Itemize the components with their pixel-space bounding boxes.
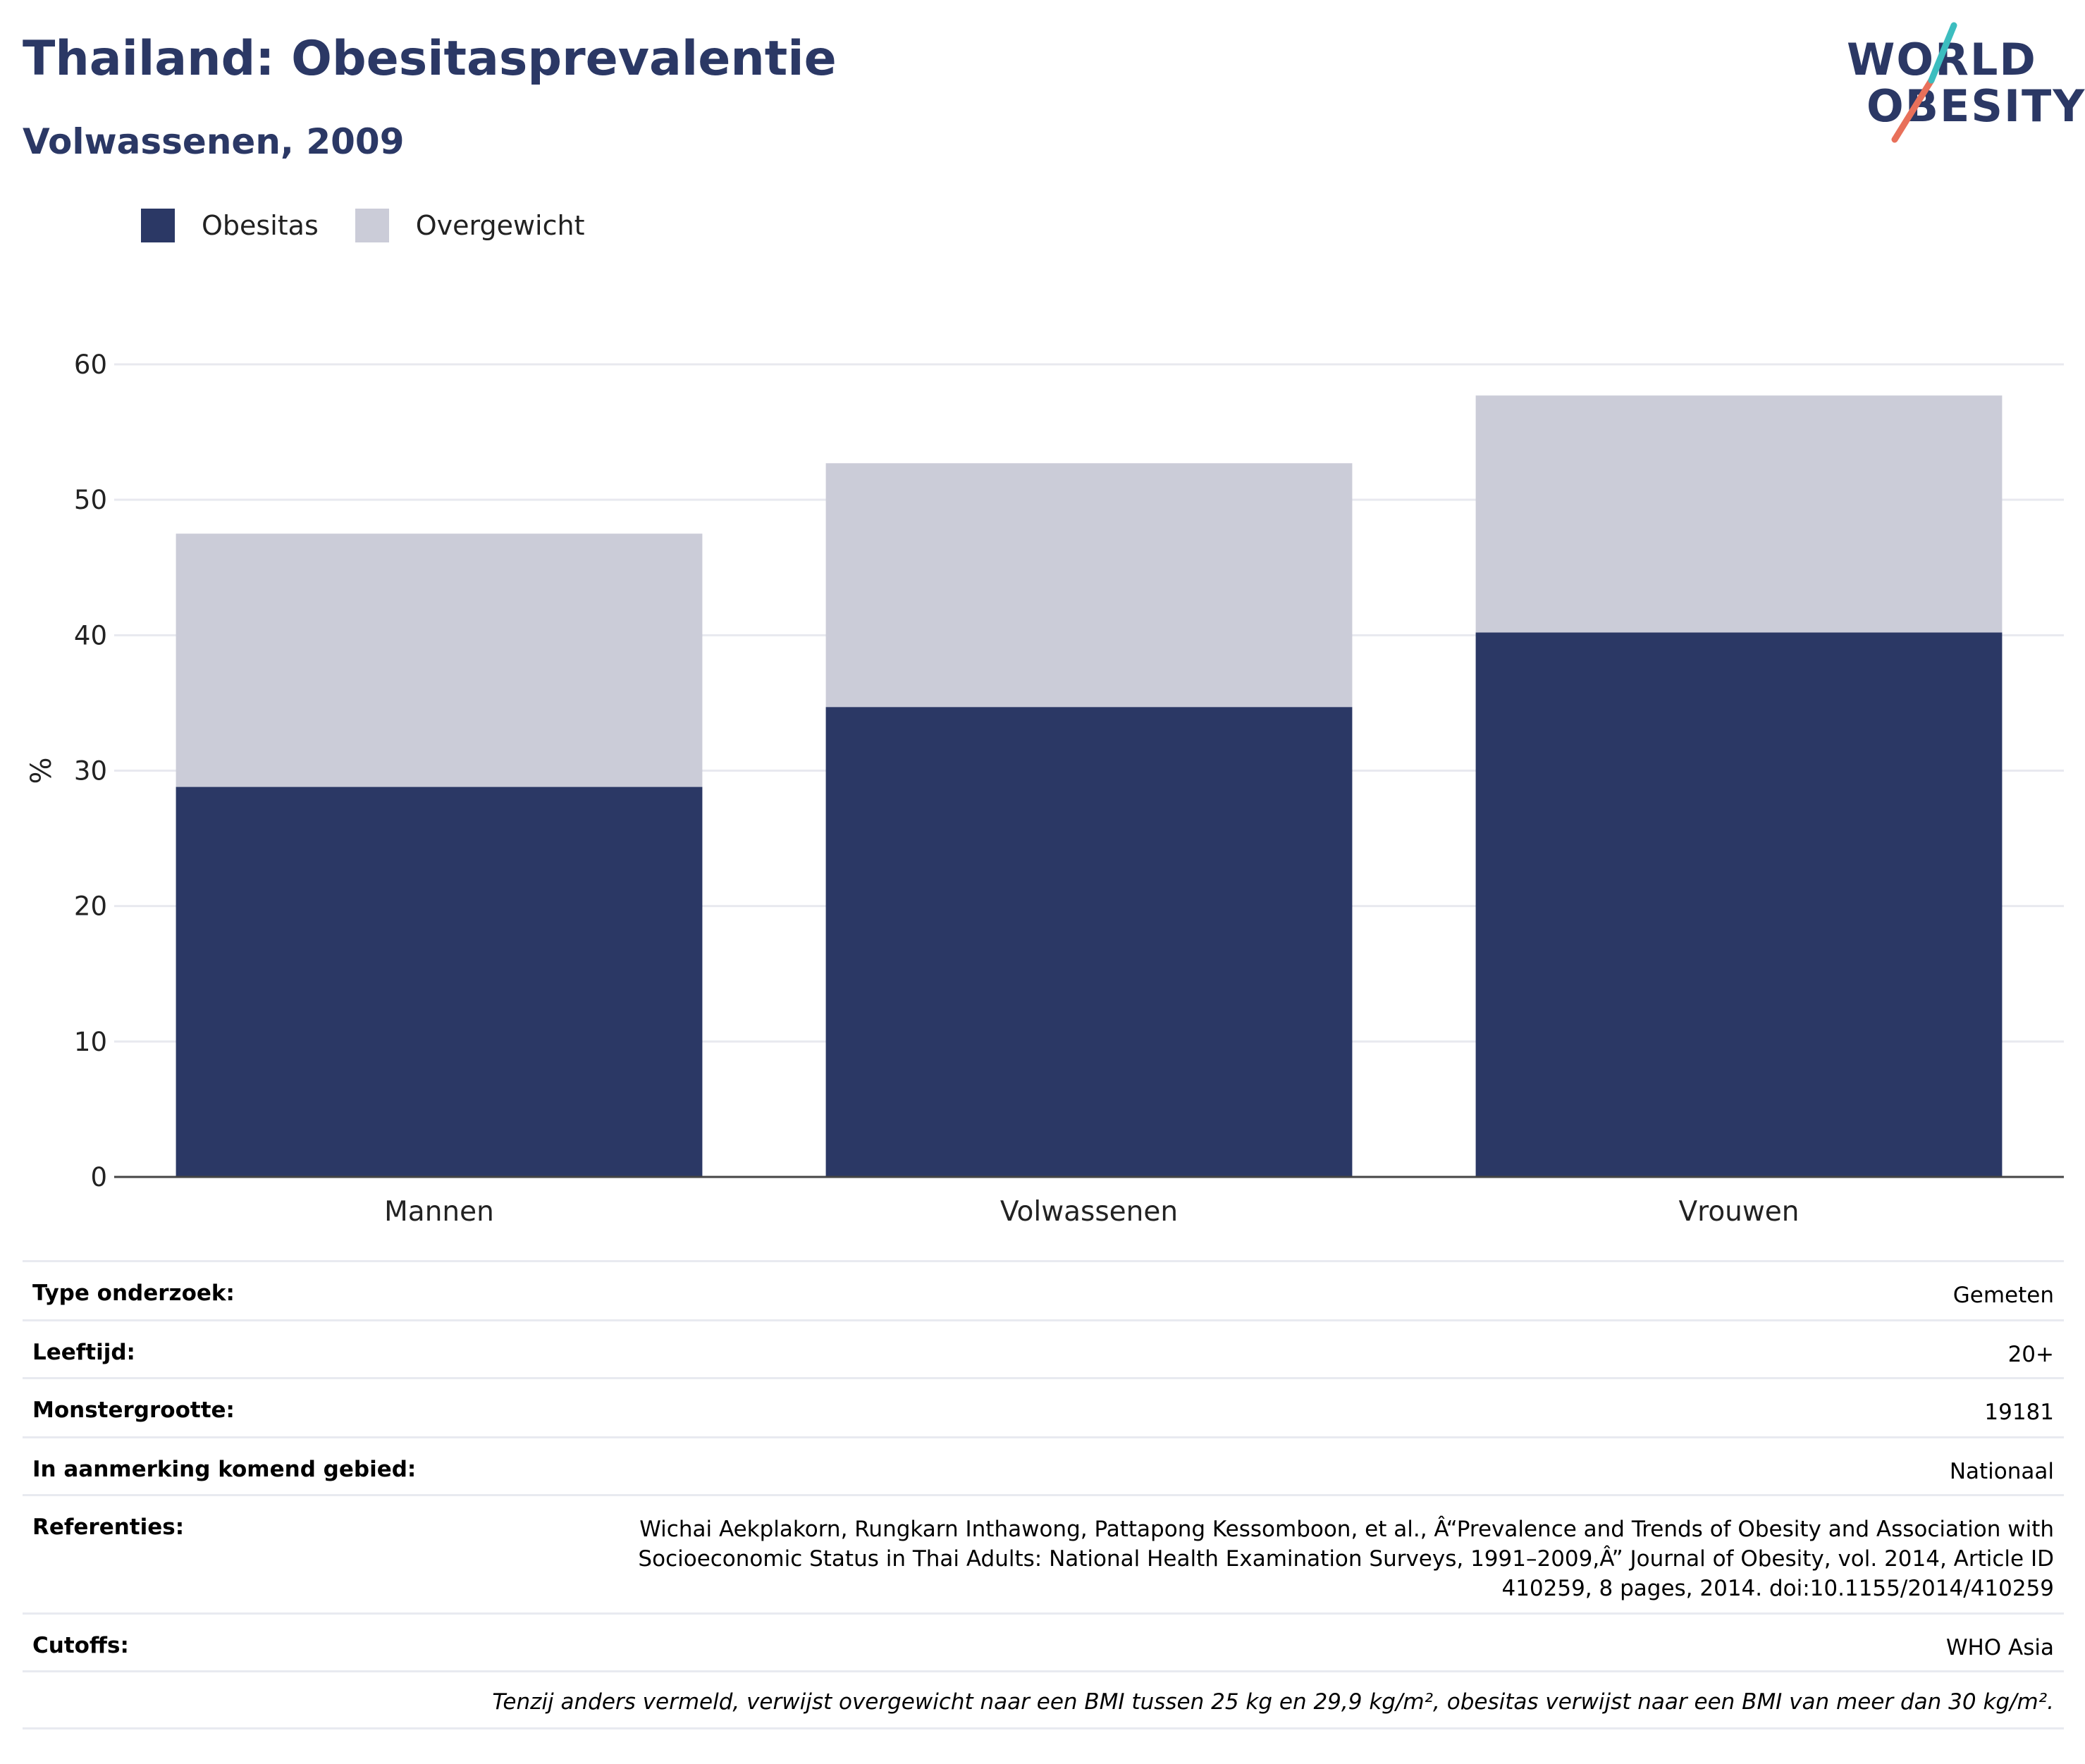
meta-label: Cutoffs: — [32, 1633, 129, 1658]
legend-label-overgewicht: Overgewicht — [415, 210, 585, 241]
y-tick-label: 10 — [74, 1027, 107, 1057]
chart-subtitle: Volwassenen, 2009 — [23, 121, 405, 162]
y-axis-title: % — [25, 757, 58, 784]
bar-overgewicht — [825, 463, 1353, 708]
bar-obesitas — [825, 707, 1353, 1177]
meta-row-cutoffs: Cutoffs: WHO Asia — [23, 1612, 2064, 1670]
logo-slash-icon — [1891, 22, 1957, 143]
legend-swatch-overgewicht — [355, 209, 389, 242]
meta-row-references: Referenties: Wichai Aekplakorn, Rungkarn… — [23, 1494, 2064, 1612]
x-tick-label: Volwassenen — [1000, 1196, 1178, 1228]
x-tick-label: Mannen — [384, 1196, 494, 1228]
meta-value: Nationaal — [1949, 1459, 2054, 1484]
meta-value: WHO Asia — [1945, 1635, 2054, 1660]
bar-overgewicht — [1475, 395, 2003, 633]
bar-obesitas — [1475, 632, 2003, 1177]
legend-item-obesitas[interactable]: Obesitas — [141, 209, 319, 242]
definition-note: Tenzij anders vermeld, verwijst overgewi… — [23, 1670, 2064, 1729]
y-tick-label: 20 — [74, 892, 107, 922]
meta-label: Referenties: — [32, 1515, 185, 1540]
meta-value: 19181 — [1984, 1400, 2054, 1425]
y-tick-label: 40 — [74, 620, 107, 650]
meta-value: Gemeten — [1952, 1283, 2054, 1308]
meta-label: Leeftijd: — [32, 1340, 135, 1365]
meta-value: 20+ — [2007, 1342, 2054, 1367]
legend-label-obesitas: Obesitas — [202, 210, 319, 241]
metadata-table: Type onderzoek: Gemeten Leeftijd: 20+ Mo… — [23, 1260, 2064, 1729]
meta-row-survey-type: Type onderzoek: Gemeten — [23, 1260, 2064, 1319]
meta-label: In aanmerking komend gebied: — [32, 1457, 417, 1482]
bar-overgewicht — [176, 533, 703, 787]
legend-swatch-obesitas — [141, 209, 175, 242]
meta-row-sample-size: Monstergrootte: 19181 — [23, 1377, 2064, 1436]
meta-row-area: In aanmerking komend gebied: Nationaal — [23, 1436, 2064, 1494]
meta-label: Type onderzoek: — [32, 1281, 235, 1306]
meta-value: Wichai Aekplakorn, Rungkarn Inthawong, P… — [638, 1517, 2054, 1601]
y-tick-label: 30 — [74, 756, 107, 787]
y-tick-label: 50 — [74, 485, 107, 515]
bar-obesitas — [176, 787, 703, 1177]
chart-title: Thailand: Obesitasprevalentie — [23, 31, 837, 87]
chart-legend: Obesitas Overgewicht — [141, 209, 622, 242]
legend-item-overgewicht[interactable]: Overgewicht — [355, 209, 585, 242]
meta-label: Monstergrootte: — [32, 1398, 235, 1423]
y-tick-label: 0 — [90, 1162, 107, 1192]
bar-chart: 0 10 20 30 40 50 60 Mannen Volwassenen Vrouwen% — [25, 350, 2064, 1228]
meta-row-age: Leeftijd: 20+ — [23, 1319, 2064, 1377]
world-obesity-logo: WORLD OBESITY — [1833, 21, 2084, 148]
x-tick-label: Vrouwen — [1678, 1196, 1799, 1228]
y-tick-label: 60 — [74, 350, 107, 380]
